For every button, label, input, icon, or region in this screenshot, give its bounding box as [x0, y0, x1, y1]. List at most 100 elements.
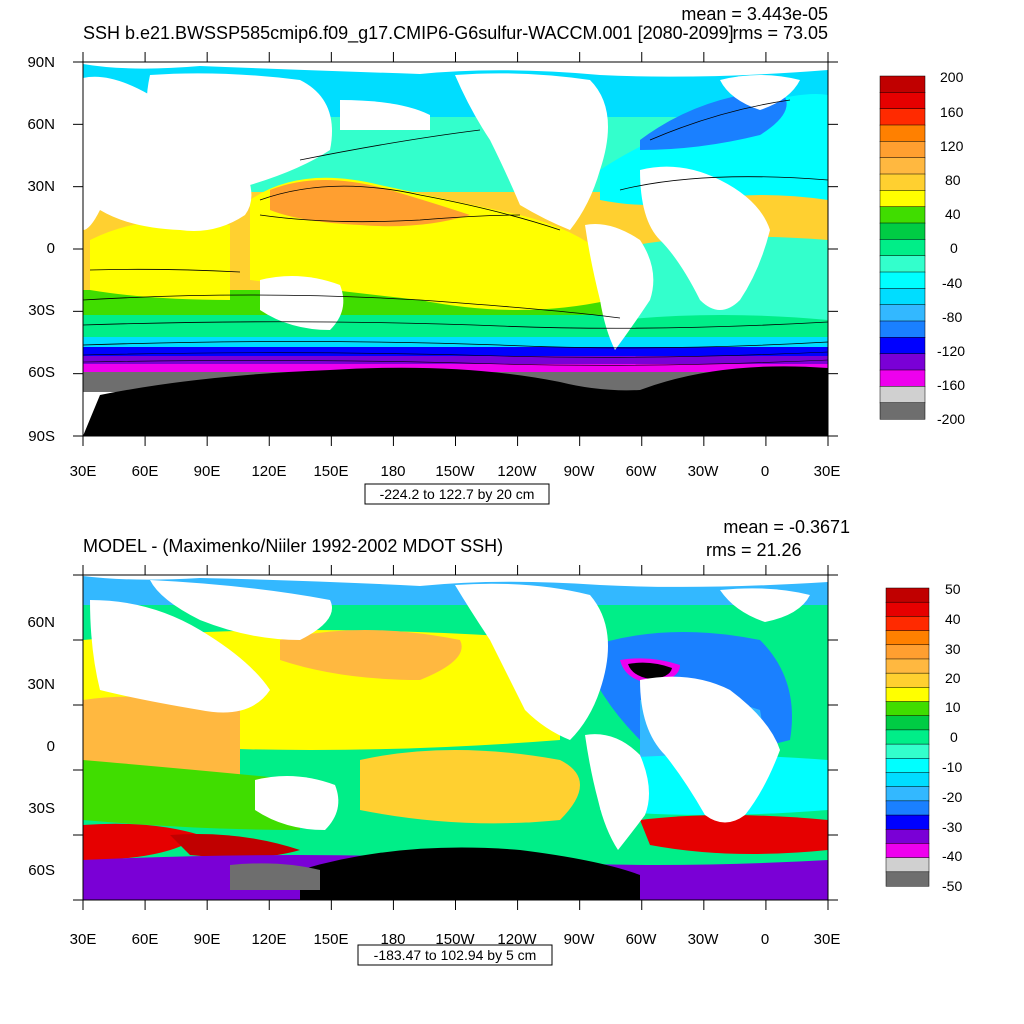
- p1-band-acc3: [83, 356, 828, 364]
- p1-xtick-10: 30W: [688, 463, 720, 480]
- p1-cb-label-0: 200: [940, 69, 964, 85]
- p2-land-n-america: [455, 583, 608, 740]
- cbar2-swatch-9: [885, 715, 930, 731]
- p2-acc-red-e: [640, 815, 828, 854]
- p1-land-africa: [640, 166, 770, 310]
- p1-xtick-8: 90W: [564, 463, 596, 480]
- p1-ytick-4: 30S: [28, 302, 55, 319]
- panel-1-colorbar-labels: 200 160 120 80 40 0 -40 -80 -120 -160 -2…: [937, 69, 965, 427]
- panel-1-title: SSH b.e21.BWSSP585cmip6.f09_g17.CMIP6-G6…: [83, 23, 734, 44]
- p2-xtick-12: 30E: [814, 931, 841, 948]
- p1-land-greenland: [720, 75, 800, 110]
- cbar2-swatch-12: [885, 758, 930, 774]
- p1-cb-label-9: -160: [937, 377, 965, 393]
- cbar1-swatch-11: [879, 255, 926, 273]
- cbar2-swatch-16: [885, 814, 930, 830]
- p1-land-bering: [340, 100, 430, 130]
- cbar2-swatch-2: [885, 616, 930, 632]
- p2-xtick-9: 60W: [626, 931, 658, 948]
- cbar1-swatch-9: [879, 222, 926, 240]
- p2-ytick-2: 0: [47, 738, 55, 755]
- p1-contour-info-box: [364, 483, 550, 505]
- p1-xtick-0: 30E: [70, 463, 97, 480]
- panel-2-title: MODEL - (Maximenko/Niiler 1992-2002 MDOT…: [83, 536, 503, 556]
- cbar1-swatch-20: [879, 402, 926, 420]
- p2-cb-label-8: -30: [942, 819, 962, 835]
- panel-2-colorbar-labels: 50 40 30 20 10 0 -10 -20 -30 -40 -50: [942, 581, 962, 894]
- p1-land-arctic-rim: [83, 62, 828, 77]
- cbar1-swatch-5: [879, 157, 926, 175]
- cbar2-swatch-4: [885, 644, 930, 660]
- p1-cb-label-7: -80: [942, 309, 962, 325]
- p1-cb-label-5: 0: [950, 240, 958, 256]
- p1-contour-info: -224.2 to 122.7 by 20 cm: [380, 486, 535, 502]
- panel-2-mean: mean = -0.3671: [723, 517, 850, 537]
- p1-xtick-6: 150W: [435, 463, 475, 480]
- cbar2-swatch-6: [885, 672, 930, 688]
- p2-land-australia: [255, 776, 339, 830]
- panel-2-ticks: [73, 565, 838, 910]
- cbar1-swatch-17: [879, 353, 926, 371]
- p2-land-arctic-rim: [83, 575, 828, 587]
- panel-1-mean: mean = 3.443e-05: [681, 4, 828, 24]
- p1-band-acc2: [83, 347, 828, 356]
- p2-antarctic-black: [300, 847, 640, 900]
- p2-cb-label-7: -20: [942, 789, 962, 805]
- p2-ytick-3: 30S: [28, 800, 55, 817]
- cbar2-swatch-11: [885, 743, 930, 759]
- p2-cb-label-1: 40: [945, 611, 961, 627]
- panel-2: MODEL - (Maximenko/Niiler 1992-2002 MDOT…: [27, 517, 962, 966]
- p2-cb-label-9: -40: [942, 848, 962, 864]
- p1-cb-label-4: 40: [945, 206, 961, 222]
- p2-gulfstream-core: [628, 662, 672, 679]
- p1-land-asia: [146, 73, 332, 185]
- p1-cb-label-8: -120: [937, 343, 965, 359]
- panel-1-colorbar: [879, 75, 926, 420]
- p1-land-africa-east: [83, 150, 110, 215]
- panel-1-xticks: 30E 60E 90E 120E 150E 180 150W 120W 90W …: [70, 463, 841, 480]
- p1-band-acc1: [83, 337, 828, 347]
- panel-2-colorbar: [885, 587, 930, 887]
- cbar2-swatch-1: [885, 601, 930, 617]
- p2-xtick-5: 180: [380, 931, 405, 948]
- panel-1-ticks: [73, 52, 838, 446]
- cbar1-swatch-13: [879, 288, 926, 306]
- p2-antarctic-grey: [230, 863, 320, 890]
- cbar1-swatch-16: [879, 337, 926, 355]
- p2-indian: [83, 696, 240, 785]
- cbar1-swatch-14: [879, 304, 926, 322]
- p1-xtick-3: 120E: [251, 463, 286, 480]
- cbar2-swatch-8: [885, 701, 930, 717]
- cbar1-swatch-12: [879, 271, 926, 289]
- cbar1-swatch-18: [879, 369, 926, 387]
- p2-indian-s: [83, 760, 300, 830]
- p2-xtick-6: 150W: [435, 931, 475, 948]
- panel-1-yticks: 90N 60N 30N 0 30S 60S 90S: [27, 54, 55, 445]
- p1-ytick-0: 90N: [27, 54, 55, 71]
- cbar1-swatch-7: [879, 190, 926, 208]
- p1-land-s-america: [585, 224, 654, 350]
- cbar1-swatch-4: [879, 141, 926, 159]
- p2-xtick-0: 30E: [70, 931, 97, 948]
- panel-1-map: [83, 62, 828, 436]
- p1-xtick-4: 150E: [313, 463, 348, 480]
- cbar2-swatch-13: [885, 772, 930, 788]
- p1-land-asia-west: [83, 76, 252, 231]
- cbar1-swatch-1: [879, 92, 926, 110]
- p1-band-s-mid: [83, 315, 828, 337]
- p2-kuroshio: [280, 630, 462, 680]
- p2-ytick-0: 60N: [27, 614, 55, 631]
- cbar2-swatch-20: [885, 871, 930, 887]
- p2-xtick-11: 0: [761, 931, 769, 948]
- cbar2-swatch-5: [885, 658, 930, 674]
- p1-cb-label-3: 80: [945, 172, 961, 188]
- p1-land-australia: [260, 276, 344, 330]
- cbar2-swatch-3: [885, 630, 930, 646]
- cbar1-swatch-3: [879, 124, 926, 142]
- p1-indian-warm: [90, 220, 230, 300]
- p2-land-s-america: [585, 734, 649, 850]
- p2-land-africa: [640, 676, 780, 823]
- p2-contour-info: -183.47 to 102.94 by 5 cm: [374, 947, 537, 963]
- p2-land-siberia: [150, 580, 332, 640]
- p1-cb-label-6: -40: [942, 275, 962, 291]
